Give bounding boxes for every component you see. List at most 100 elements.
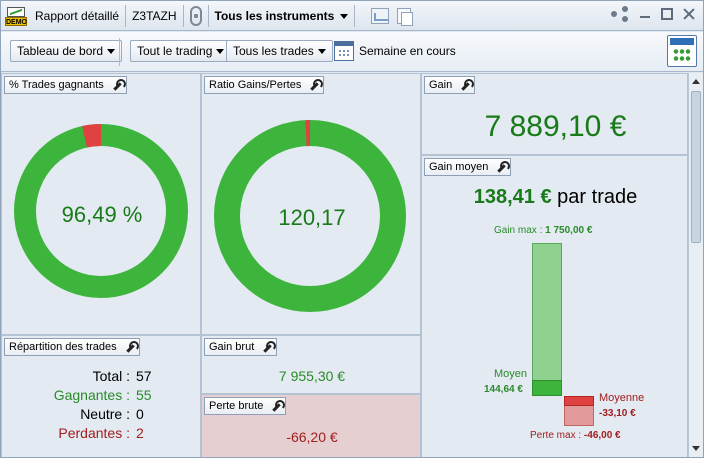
title-separator xyxy=(182,4,184,27)
gross-gain-panel: Gain brut 7 955,30 € xyxy=(201,335,421,394)
wrench-icon[interactable] xyxy=(111,79,126,91)
wrench-icon[interactable] xyxy=(270,400,286,412)
max-gain-bar xyxy=(532,243,562,396)
max-loss-row: Perte max : -46,00 € xyxy=(530,430,621,441)
panel-title: Répartition des trades xyxy=(9,341,117,353)
average-loss-amount: -33,10 € xyxy=(599,408,636,419)
winning-trades-value: 96,49 % xyxy=(61,202,143,227)
max-gain-label: Gain max : xyxy=(494,225,543,236)
instrument-selector-label: Tous les instruments xyxy=(214,8,335,23)
distribution-winners-label: Gagnantes : xyxy=(53,387,130,403)
scroll-down-icon[interactable] xyxy=(689,442,703,456)
share-icon[interactable] xyxy=(611,6,629,22)
average-gain-headline: 138,41 € par trade xyxy=(422,186,689,209)
distribution-winners-value: 55 xyxy=(136,387,152,403)
panel-header: % Trades gagnants xyxy=(4,76,127,94)
period-label[interactable]: Semaine en cours xyxy=(359,44,456,58)
distribution-neutral-label: Neutre : xyxy=(80,406,130,422)
panel-header: Gain xyxy=(424,76,476,94)
maximize-icon[interactable] xyxy=(661,8,673,20)
trade-distribution-panel: Répartition des trades Total : 57 Gagnan… xyxy=(1,335,202,457)
gross-gain-value: 7 955,30 € xyxy=(278,368,346,384)
wrench-icon[interactable] xyxy=(124,341,139,353)
panel-header: Répartition des trades xyxy=(4,338,140,356)
account-code: Z3TAZH xyxy=(132,8,177,23)
window-controls xyxy=(611,6,695,22)
max-gain-value: 1 750,00 € xyxy=(545,225,593,236)
panel-title: % Trades gagnants xyxy=(9,79,104,91)
title-bar: DEMO Rapport détaillé Z3TAZH Tous les in… xyxy=(1,1,703,31)
chevron-down-icon xyxy=(340,13,349,19)
average-loss-bar xyxy=(564,396,594,406)
minimize-icon[interactable] xyxy=(639,8,651,20)
title-separator xyxy=(354,4,356,27)
dashboard-dropdown-label: Tableau de bord xyxy=(17,44,104,58)
trading-dropdown[interactable]: Tout le trading xyxy=(130,40,232,62)
max-loss-label: Perte max : xyxy=(530,430,582,441)
distribution-losers-value: 2 xyxy=(136,425,144,441)
panel-header: Gain moyen xyxy=(424,158,512,176)
max-gain-row: Gain max : 1 750,00 € xyxy=(494,225,592,236)
link-icon[interactable] xyxy=(189,5,202,26)
scrollbar-thumb[interactable] xyxy=(691,91,701,243)
scroll-up-icon[interactable] xyxy=(689,75,703,89)
panel-title: Ratio Gains/Pertes xyxy=(209,79,302,91)
toolbar-separator xyxy=(119,38,120,66)
title-separator xyxy=(207,4,209,27)
average-gain-panel: Gain moyen 138,41 € par trade Gain max :… xyxy=(421,155,689,457)
max-loss-value: -46,00 € xyxy=(583,430,621,441)
wrench-icon[interactable] xyxy=(459,79,475,91)
average-loss-label: Moyenne xyxy=(599,392,645,404)
trades-dropdown[interactable]: Tous les trades xyxy=(226,40,333,62)
chevron-down-icon xyxy=(216,49,225,55)
gross-loss-value: -66,20 € xyxy=(286,429,338,445)
toolbar: Tableau de bord Tout le trading Tous les… xyxy=(1,32,703,72)
panel-title: Gain brut xyxy=(209,341,255,353)
panel-title: Gain moyen xyxy=(429,161,489,173)
distribution-total-value: 57 xyxy=(136,368,152,384)
report-title: Rapport détaillé xyxy=(35,8,120,23)
gross-loss-panel: Perte brute -66,20 € xyxy=(201,394,421,457)
gain-loss-ratio-panel: Ratio Gains/Pertes 120,17 xyxy=(201,73,421,335)
distribution-neutral-value: 0 xyxy=(136,406,144,422)
winning-trades-donut xyxy=(14,124,188,298)
demo-badge: DEMO xyxy=(5,16,27,26)
gain-value: 7 889,10 € xyxy=(484,110,627,143)
average-gain-suffix: par trade xyxy=(557,186,638,208)
demo-account-icon: DEMO xyxy=(5,6,27,26)
chart-icon[interactable] xyxy=(371,7,390,24)
calendar-icon[interactable] xyxy=(334,41,354,61)
report-settings-icon[interactable] xyxy=(667,35,697,67)
wrench-icon[interactable] xyxy=(495,161,511,173)
chevron-down-icon xyxy=(317,49,326,55)
panel-title: Perte brute xyxy=(209,400,264,412)
trades-dropdown-label: Tous les trades xyxy=(233,44,314,58)
gain-panel: Gain 7 889,10 € xyxy=(421,73,688,155)
panel-header: Ratio Gains/Pertes xyxy=(204,76,325,94)
gain-loss-donut xyxy=(214,120,406,312)
distribution-winners-row: Gagnantes : 55 xyxy=(2,387,202,407)
distribution-neutral-row: Neutre : 0 xyxy=(2,406,202,426)
gain-loss-ratio-value: 120,17 xyxy=(278,205,346,230)
average-gain-bar xyxy=(532,380,562,396)
title-separator xyxy=(125,4,127,27)
instrument-selector[interactable]: Tous les instruments xyxy=(215,9,349,23)
panel-title: Gain xyxy=(429,79,453,91)
donut-loss-segment xyxy=(214,120,406,312)
wrench-icon[interactable] xyxy=(308,79,324,91)
distribution-total-label: Total : xyxy=(92,368,130,384)
vertical-scrollbar[interactable] xyxy=(688,73,703,457)
chevron-down-icon xyxy=(107,49,116,55)
distribution-total-row: Total : 57 xyxy=(2,368,202,388)
panel-header: Perte brute xyxy=(204,397,287,415)
donut-loss-segment xyxy=(14,124,188,298)
copy-icon[interactable] xyxy=(397,7,414,26)
wrench-icon[interactable] xyxy=(261,341,277,353)
winning-trades-panel: % Trades gagnants 96,49 % xyxy=(1,73,201,335)
close-icon[interactable] xyxy=(683,8,695,20)
dashboard-dropdown[interactable]: Tableau de bord xyxy=(10,40,123,62)
distribution-losers-label: Perdantes : xyxy=(58,425,130,441)
trading-dropdown-label: Tout le trading xyxy=(137,44,213,58)
average-gain-value: 138,41 € xyxy=(473,186,552,208)
